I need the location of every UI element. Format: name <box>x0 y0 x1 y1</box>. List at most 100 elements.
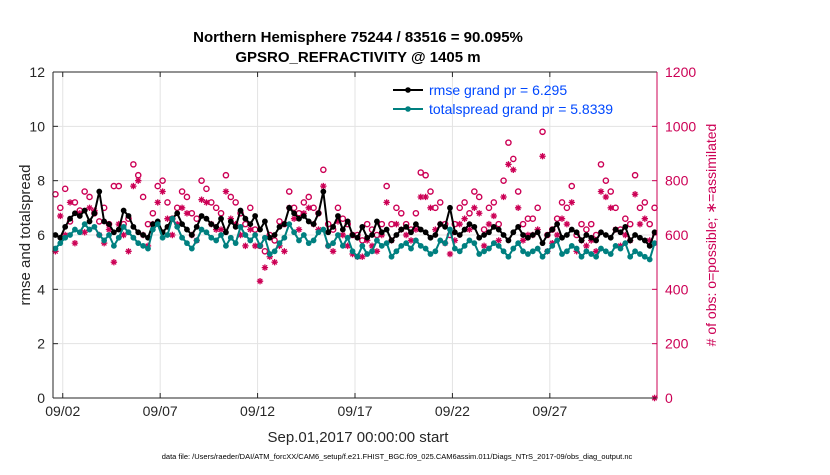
assimilated-obs-point <box>383 199 390 206</box>
assimilated-obs-point <box>110 258 118 266</box>
possible-obs-point <box>427 188 434 195</box>
rmse-point <box>583 232 590 238</box>
rmse-point <box>510 229 517 236</box>
totalspread-point <box>115 234 122 241</box>
totalspread-point <box>62 234 69 241</box>
assimilated-obs-point <box>329 248 337 255</box>
totalspread-point <box>330 240 336 247</box>
x-tick-label: 09/27 <box>532 403 567 419</box>
totalspread-point <box>179 234 185 241</box>
assimilated-obs-point <box>203 199 210 206</box>
possible-obs-point <box>510 155 517 163</box>
rmse-point <box>218 215 224 222</box>
possible-obs-point <box>57 204 64 212</box>
possible-obs-point <box>539 128 546 136</box>
possible-obs-point <box>246 204 254 212</box>
rmse-point <box>490 223 497 230</box>
possible-obs-point <box>485 204 493 212</box>
rmse-point <box>266 234 273 241</box>
assimilated-obs-point <box>178 204 186 212</box>
totalspread-point <box>549 242 556 249</box>
rmse-point <box>544 232 551 238</box>
rmse-point <box>115 226 122 233</box>
totalspread-point <box>335 232 341 238</box>
totalspread-point <box>305 240 312 247</box>
y2-tick-label: 400 <box>665 281 689 297</box>
assimilated-obs-point <box>636 220 644 228</box>
totalspread-point <box>174 223 181 230</box>
totalspread-point <box>646 256 653 263</box>
assimilated-obs-point <box>256 277 264 285</box>
assimilated-obs-point <box>417 193 424 201</box>
totalspread-point <box>208 234 215 241</box>
assimilated-obs-point <box>290 215 298 222</box>
rmse-point <box>125 213 132 219</box>
totalspread-point <box>193 237 200 244</box>
possible-obs-point <box>622 215 629 222</box>
totalspread-point <box>481 248 487 255</box>
rmse-point <box>393 232 400 238</box>
rmse-point <box>184 226 190 233</box>
rmse-point <box>641 237 648 244</box>
legend-rmse-marker <box>405 87 411 93</box>
rmse-point <box>573 229 580 236</box>
totalspread-point <box>281 234 288 241</box>
y-tick-label: 0 <box>37 390 45 406</box>
assimilated-obs-point <box>402 231 410 239</box>
totalspread-point <box>110 242 117 249</box>
assimilated-obs-point <box>407 237 415 244</box>
assimilated-obs-point <box>646 237 653 244</box>
rmse-point <box>568 226 575 233</box>
possible-obs-point <box>636 204 644 212</box>
possible-obs-point <box>397 209 405 217</box>
assimilated-obs-point <box>344 242 351 250</box>
rmse-point <box>559 234 565 241</box>
possible-obs-point <box>563 204 571 212</box>
rmse-point <box>364 234 371 241</box>
assimilated-obs-point <box>500 193 507 201</box>
x-tick-label: 09/02 <box>45 403 80 419</box>
totalspread-point <box>476 251 483 257</box>
totalspread-point <box>242 232 249 238</box>
rmse-point <box>388 237 395 244</box>
rmse-point <box>286 204 293 211</box>
rmse-point <box>335 213 341 219</box>
totalspread-point <box>525 251 531 257</box>
totalspread-point <box>529 248 536 255</box>
assimilated-obs-point <box>631 191 639 198</box>
totalspread-point <box>437 237 444 244</box>
totalspread-point <box>627 253 634 260</box>
totalspread-point <box>232 240 239 247</box>
rmse-point <box>383 226 390 233</box>
rmse-point <box>442 223 449 230</box>
totalspread-point <box>140 242 147 249</box>
assimilated-obs-point <box>558 215 566 222</box>
y-tick-label: 4 <box>37 281 45 297</box>
legend-rmse-label: rmse grand pr = 6.295 <box>429 82 567 98</box>
possible-obs-point <box>203 185 210 193</box>
totalspread-point <box>364 251 371 257</box>
totalspread-point <box>612 242 619 249</box>
possible-obs-point <box>320 166 327 174</box>
totalspread-point <box>451 245 458 252</box>
y-axis-label: rmse and totalspread <box>17 165 34 306</box>
y2-tick-label: 0 <box>665 390 673 406</box>
rmse-point <box>72 210 78 217</box>
y2-tick-label: 1000 <box>665 118 696 134</box>
rmse-point <box>451 229 458 236</box>
possible-obs-point <box>505 139 512 146</box>
possible-obs-point <box>587 220 595 228</box>
x-tick-label: 09/22 <box>435 403 470 419</box>
totalspread-point <box>632 248 638 255</box>
totalspread-point <box>495 242 502 249</box>
assimilated-obs-point <box>86 204 93 212</box>
totalspread-point <box>286 221 293 228</box>
totalspread-point <box>471 240 478 247</box>
totalspread-point <box>520 248 526 255</box>
possible-obs-point <box>471 188 478 195</box>
rmse-point <box>359 223 366 230</box>
y-tick-label: 6 <box>37 227 45 243</box>
totalspread-point <box>72 226 78 233</box>
rmse-point <box>598 229 604 236</box>
possible-obs-point <box>534 204 541 212</box>
